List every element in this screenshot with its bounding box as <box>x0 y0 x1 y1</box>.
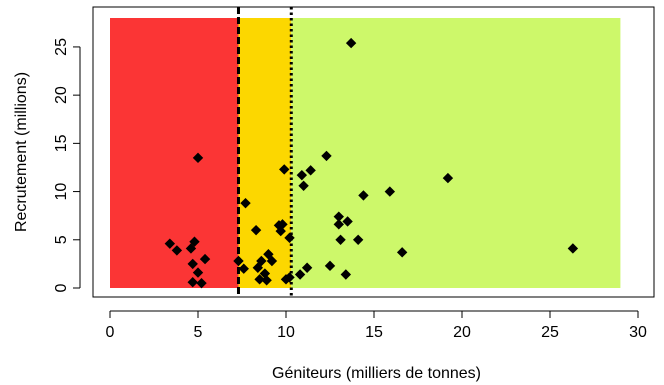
x-tick-label: 5 <box>194 324 203 341</box>
data-point <box>238 263 249 274</box>
data-point <box>187 258 198 270</box>
data-point <box>342 216 353 227</box>
data-point <box>340 269 352 280</box>
zone-1 <box>110 18 239 288</box>
data-point <box>333 219 344 230</box>
zone-2 <box>238 18 292 288</box>
data-point <box>567 243 579 254</box>
data-point <box>442 172 454 184</box>
x-axis-title: Géniteurs (milliers de tonnes) <box>272 365 481 382</box>
data-point <box>266 255 278 267</box>
y-tick-label: 20 <box>53 86 70 104</box>
data-point <box>254 274 265 285</box>
zones-layer <box>110 18 621 288</box>
data-point <box>277 219 288 230</box>
data-point <box>279 164 290 175</box>
data-point <box>324 260 336 272</box>
x-tick-label: 15 <box>365 324 383 341</box>
data-point <box>284 272 295 283</box>
data-point <box>250 224 262 236</box>
data-point <box>199 253 211 265</box>
x-tick-label: 30 <box>629 324 647 341</box>
y-tick-label: 5 <box>53 235 70 244</box>
data-point <box>296 169 308 181</box>
y-axis-title: Recrutement (millions) <box>13 72 30 232</box>
data-point <box>345 37 357 49</box>
x-tick-label: 0 <box>106 324 115 341</box>
data-point <box>192 152 204 164</box>
data-point <box>256 255 267 267</box>
y-tick-label: 0 <box>53 283 70 292</box>
data-point <box>171 245 183 256</box>
data-point <box>301 262 313 273</box>
data-point <box>187 277 198 288</box>
data-point <box>333 211 344 222</box>
plot-border <box>92 6 655 298</box>
y-tick-label: 10 <box>53 183 70 201</box>
data-point <box>384 186 396 197</box>
data-point <box>294 269 306 280</box>
data-point <box>305 165 316 176</box>
data-point <box>352 234 364 245</box>
x-tick-label: 20 <box>453 324 471 341</box>
data-point <box>192 267 204 278</box>
data-point <box>298 180 309 191</box>
y-tick-label: 25 <box>53 38 70 56</box>
data-point <box>275 225 286 237</box>
zone-3 <box>291 18 621 288</box>
data-point <box>196 277 207 289</box>
x-tick-label: 10 <box>277 324 295 341</box>
points-layer <box>164 37 579 289</box>
x-tick-label: 25 <box>541 324 559 341</box>
data-point <box>396 247 408 258</box>
data-point <box>189 236 200 247</box>
x-axis: 0 5 10 15 20 25 30 <box>106 310 647 341</box>
data-point <box>164 238 176 249</box>
reference-lines-layer <box>236 7 293 297</box>
data-point <box>335 234 346 245</box>
data-point <box>321 150 332 162</box>
data-point <box>240 197 251 209</box>
data-point <box>261 275 272 286</box>
data-point <box>358 190 369 201</box>
plot-frame <box>92 6 655 298</box>
y-tick-label: 15 <box>53 134 70 152</box>
data-point <box>284 232 295 244</box>
y-axis: 0 5 10 15 20 25 <box>53 38 81 292</box>
